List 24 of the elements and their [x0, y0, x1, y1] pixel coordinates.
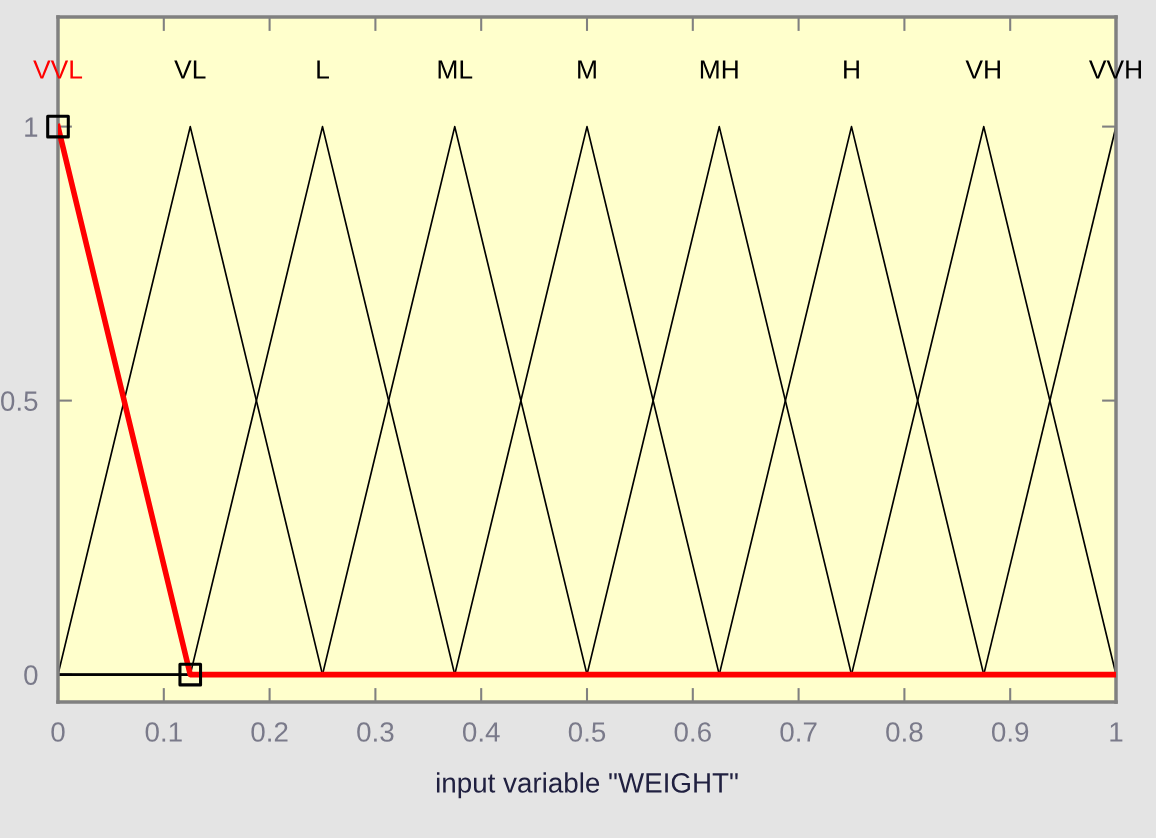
y-tick-label: 0.5 — [1, 391, 38, 411]
x-tick-label: 0.9 — [991, 722, 1029, 742]
series-label: M — [578, 60, 596, 79]
series-label: H — [844, 60, 859, 79]
text: VVL — [33, 60, 83, 79]
y-tick-label: 0 — [24, 665, 38, 685]
x-tick-label: 0.2 — [251, 722, 288, 742]
series-label: VH — [965, 60, 1000, 79]
x-tick-label: 0.7 — [780, 722, 817, 742]
series-label: ML — [438, 60, 473, 79]
x-tick-label: 0.3 — [357, 722, 394, 742]
series-label: L — [317, 60, 329, 79]
x-tick-label: 0.6 — [674, 722, 711, 742]
y-tick-label: 1 — [25, 117, 38, 137]
x-axis-title: input variable "WEIGHT" — [436, 772, 738, 799]
x-tick-label: 0.4 — [462, 722, 500, 742]
x-tick-label: 0.1 — [145, 722, 182, 742]
x-tick-label: 0 — [51, 722, 65, 742]
x-tick-label: 1 — [1110, 722, 1123, 742]
x-tick-label: 0.8 — [886, 722, 923, 742]
series-label: VL — [174, 60, 206, 79]
x-tick-label: 0.5 — [568, 722, 606, 742]
text: VVH — [1088, 60, 1141, 79]
series-label: MH — [700, 60, 738, 79]
